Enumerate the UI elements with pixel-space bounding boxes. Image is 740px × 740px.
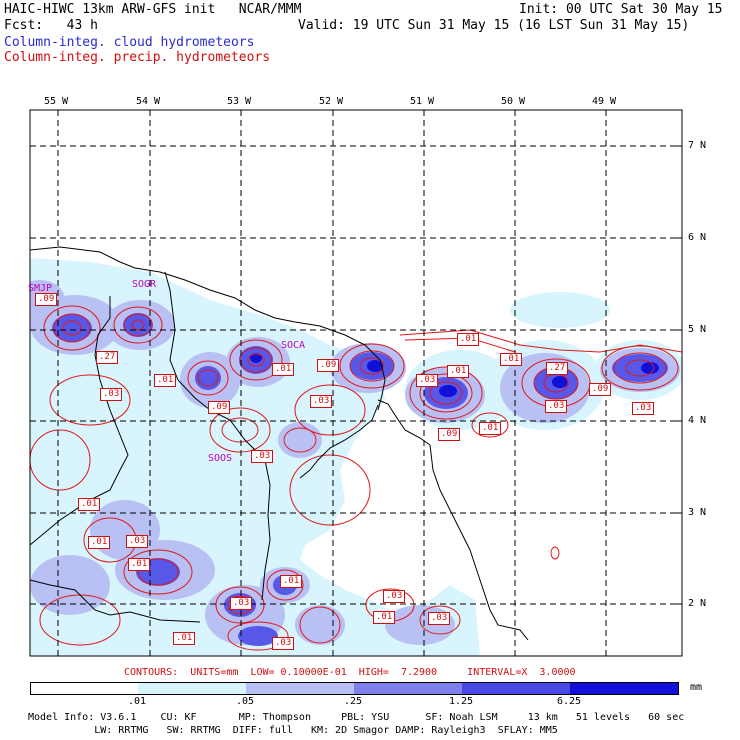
- map-frame: [29, 109, 683, 657]
- valid-time: Valid: 19 UTC Sun 31 May 15 (16 LST Sun …: [298, 18, 690, 33]
- lon-label: 51 W: [410, 96, 435, 107]
- colorbar-unit: mm: [690, 682, 703, 693]
- contour-label: .09: [589, 383, 612, 396]
- station-label: SOGR: [132, 279, 157, 290]
- model-info-line1: Model Info: V3.6.1 CU: KF MP: Thompson P…: [28, 712, 685, 723]
- contour-label: .03: [428, 612, 451, 625]
- contours-note: CONTOURS: UNITS=mm LOW= 0.10000E-01 HIGH…: [124, 667, 576, 678]
- station-label: SOCA: [281, 340, 306, 351]
- contour-label: .01: [173, 632, 196, 645]
- lon-label: 53 W: [227, 96, 252, 107]
- lat-label: 5 N: [688, 324, 707, 335]
- forecast-hour: Fcst: 43 h: [4, 18, 98, 33]
- colorbar-tick: .05: [236, 696, 255, 707]
- contour-label: .01: [280, 575, 303, 588]
- colorbar-segment: [246, 682, 354, 695]
- contour-label: .09: [35, 293, 58, 306]
- contour-label: .27: [96, 351, 119, 364]
- contour-label: .01: [88, 536, 111, 549]
- contour-label: .03: [310, 395, 333, 408]
- contour-label: .03: [126, 535, 149, 548]
- contour-label: .03: [251, 450, 274, 463]
- lat-label: 2 N: [688, 598, 707, 609]
- init-time: Init: 00 UTC Sat 30 May 15: [519, 2, 723, 17]
- contour-label: .01: [447, 365, 470, 378]
- contour-label: .01: [128, 558, 151, 571]
- colorbar-segment: [30, 682, 139, 695]
- contour-label: .03: [100, 388, 123, 401]
- contour-label: .03: [545, 400, 568, 413]
- lon-label: 50 W: [501, 96, 526, 107]
- contour-label: .03: [272, 637, 295, 650]
- contour-label: .27: [546, 362, 569, 375]
- colorbar-tick: .25: [344, 696, 363, 707]
- colorbar-segment: [138, 682, 246, 695]
- lat-label: 4 N: [688, 415, 707, 426]
- contour-label: .01: [154, 374, 177, 387]
- cloud-fill-core: [250, 353, 659, 397]
- contour-label: .01: [479, 422, 502, 435]
- contour-label: .09: [438, 428, 461, 441]
- contour-label: .01: [272, 363, 295, 376]
- colorbar-tick: 1.25: [449, 696, 474, 707]
- colorbar-tick: .01: [128, 696, 147, 707]
- contour-label: .01: [500, 353, 523, 366]
- colorbar-segment: [570, 682, 679, 695]
- lon-label: 49 W: [592, 96, 617, 107]
- lat-lon-grid: [30, 110, 682, 656]
- coastline: [30, 246, 529, 641]
- station-label: SOOS: [208, 453, 233, 464]
- lon-label: 52 W: [319, 96, 344, 107]
- axis-ticks: [57, 110, 682, 605]
- lat-label: 3 N: [688, 507, 707, 518]
- lat-label: 7 N: [688, 140, 707, 151]
- lat-label: 6 N: [688, 232, 707, 243]
- colorbar-segment: [354, 682, 462, 695]
- contour-label: .09: [208, 401, 231, 414]
- model-info-line2: LW: RRTMG SW: RRTMG DIFF: full KM: 2D Sm…: [28, 725, 558, 736]
- lon-label: 55 W: [44, 96, 69, 107]
- station-label: SMJP: [28, 283, 53, 294]
- title-line: HAIC-HIWC 13km ARW-GFS init NCAR/MMM: [4, 2, 302, 17]
- contour-label: .01: [457, 333, 480, 346]
- lon-label: 54 W: [136, 96, 161, 107]
- contour-label: .01: [373, 611, 396, 624]
- contour-label: .09: [317, 359, 340, 372]
- legend-precip: Column-integ. precip. hydrometeors: [4, 50, 271, 65]
- contour-label: .03: [230, 597, 253, 610]
- contour-label: .03: [632, 402, 655, 415]
- contour-label: .01: [78, 498, 101, 511]
- colorbar-tick: 6.25: [557, 696, 582, 707]
- contour-label: .03: [383, 590, 406, 603]
- legend-cloud: Column-integ. cloud hydrometeors: [4, 35, 255, 50]
- contour-label: .03: [416, 374, 439, 387]
- colorbar-segment: [462, 682, 570, 695]
